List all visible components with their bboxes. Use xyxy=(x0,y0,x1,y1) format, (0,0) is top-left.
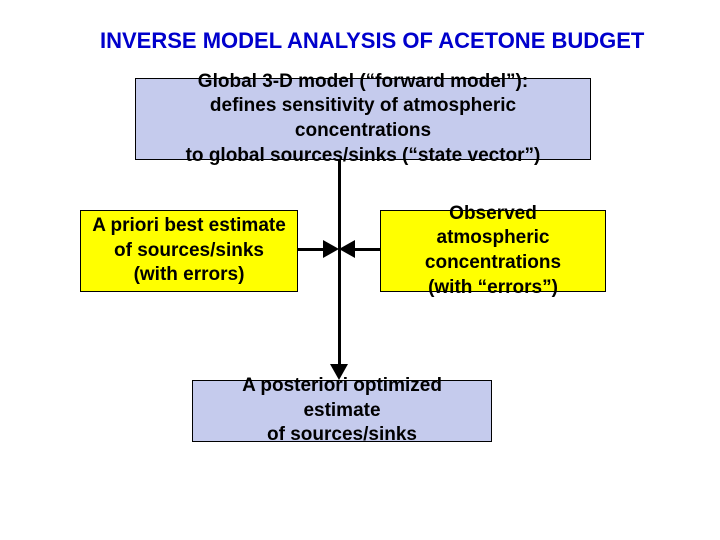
arrow-left-head-icon xyxy=(323,240,339,258)
node-line: (with errors) xyxy=(134,263,245,288)
diagram-title: INVERSE MODEL ANALYSIS OF ACETONE BUDGET xyxy=(100,28,644,54)
arrow-right-head-icon xyxy=(339,240,355,258)
node-a-posteriori: A posteriori optimized estimate of sourc… xyxy=(192,380,492,442)
node-line: Observed atmospheric xyxy=(391,202,595,251)
node-line: Global 3-D model (“forward model”): xyxy=(198,70,528,95)
node-line: to global sources/sinks (“state vector”) xyxy=(186,144,541,169)
node-observed: Observed atmospheric concentrations (wit… xyxy=(380,210,606,292)
node-line: of sources/sinks xyxy=(267,423,417,448)
arrow-vertical-head-icon xyxy=(330,364,348,380)
node-line: (with “errors”) xyxy=(428,276,558,301)
node-line: of sources/sinks xyxy=(114,239,264,264)
arrow-right-line xyxy=(355,248,380,251)
arrow-vertical-line xyxy=(338,160,341,364)
node-line: A posteriori optimized estimate xyxy=(203,374,481,423)
node-line: A priori best estimate xyxy=(92,214,286,239)
node-line: concentrations xyxy=(425,251,561,276)
arrow-left-line xyxy=(298,248,323,251)
node-forward-model: Global 3-D model (“forward model”): defi… xyxy=(135,78,591,160)
node-line: defines sensitivity of atmospheric conce… xyxy=(146,94,580,143)
node-a-priori: A priori best estimate of sources/sinks … xyxy=(80,210,298,292)
